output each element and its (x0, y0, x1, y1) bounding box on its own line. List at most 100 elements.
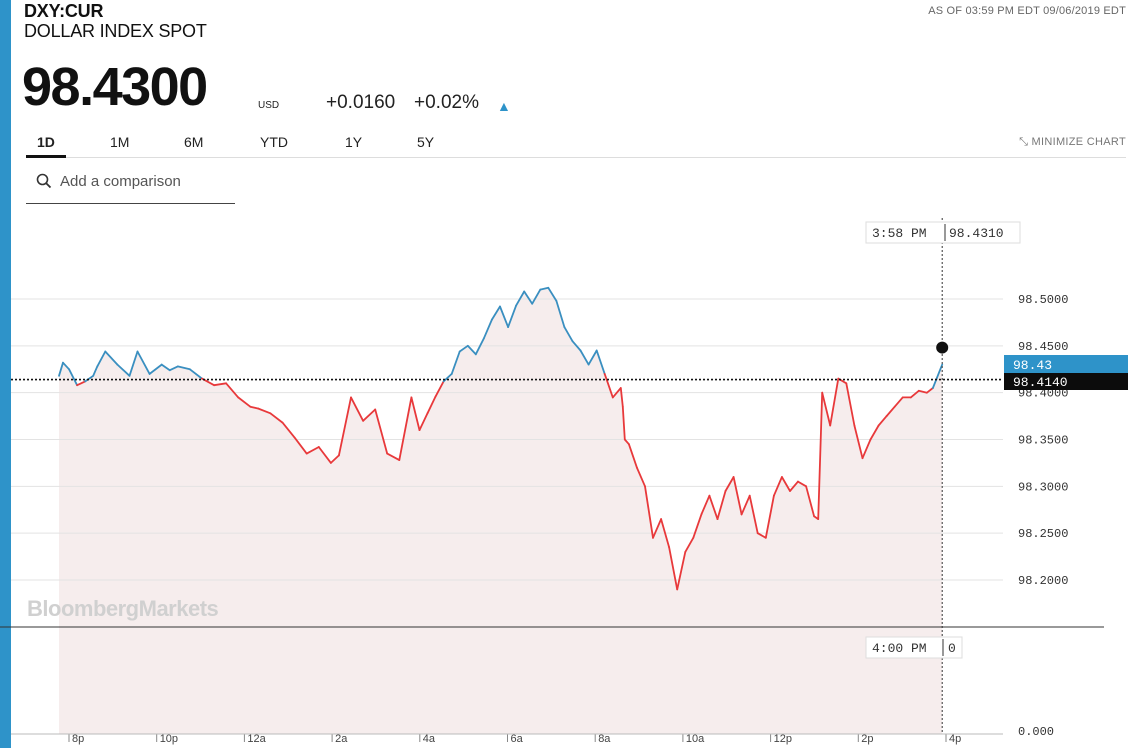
previous-close-flag (1004, 373, 1128, 390)
price-line-segment (595, 349, 606, 375)
search-icon[interactable] (36, 173, 52, 189)
price-line-segment (555, 300, 566, 328)
price-line-segment (374, 408, 389, 455)
price-line-segment (621, 405, 626, 441)
x-tick-label: 8a (598, 733, 611, 745)
tab-1m[interactable]: 1M (110, 134, 130, 150)
price-line-segment (571, 340, 582, 352)
price-line-segment (523, 290, 534, 305)
tab-1y[interactable]: 1Y (345, 134, 363, 150)
price-line-segment (676, 550, 687, 591)
as-of-timestamp: AS OF 03:59 PM EDT 09/06/2019 EDT (928, 5, 1126, 17)
accent-bar (0, 0, 11, 748)
x-tick-label: 12p (774, 733, 792, 745)
x-tick-label: 12a (247, 733, 266, 745)
price-line-segment (623, 438, 630, 446)
price-line-segment (458, 344, 469, 353)
price-line-segment (628, 443, 638, 469)
comparison-input[interactable] (60, 173, 230, 190)
price-line-segment (869, 424, 880, 441)
up-triangle-icon: ▲ (497, 98, 511, 114)
price-line-segment (148, 363, 163, 375)
price-line-segment (305, 446, 320, 455)
y-tick-label: 98.3500 (1018, 434, 1068, 448)
brand-watermark: BloombergMarkets (27, 596, 219, 621)
crosshair-value: 98.4310 (949, 226, 1004, 241)
tab-ytd[interactable]: YTD (260, 134, 288, 150)
price-line-segment (168, 365, 179, 372)
price-line-segment (329, 454, 340, 464)
price-line-segment (764, 494, 775, 539)
price-line-segment (490, 305, 501, 321)
price-line-segment (76, 380, 87, 387)
tab-6m[interactable]: 6M (184, 134, 204, 150)
price-line-segment (644, 485, 654, 539)
chart-area-fill (59, 287, 943, 734)
price-line-segment (652, 518, 662, 539)
price-line-segment (861, 438, 872, 460)
price-line-segment (426, 395, 437, 415)
tabs-divider (26, 157, 1126, 158)
tab-5y[interactable]: 5Y (417, 134, 435, 150)
price-line-segment (692, 513, 703, 539)
price-line-segment (829, 377, 840, 427)
price-line-segment (507, 304, 517, 328)
price-line-segment (136, 350, 151, 375)
price-line-segment (932, 363, 944, 389)
price-line-segment (563, 326, 574, 343)
price-line-segment (104, 350, 119, 366)
y-tick-label: 98.5000 (1018, 293, 1068, 307)
price-line-segment (257, 407, 272, 415)
minimize-chart-label: MINIMIZE CHART (1031, 136, 1126, 148)
price-change-percent: +0.02% (414, 92, 479, 113)
price-line-segment (926, 387, 934, 394)
x-tick-label: 6a (511, 733, 524, 745)
last-value-label: 98.43 (1013, 358, 1052, 373)
price-line-segment (853, 424, 864, 460)
x-tick-label: 4p (949, 733, 961, 745)
price-line-segment (587, 349, 598, 366)
last-price: 98.4300 (22, 57, 208, 117)
x-tick-label: 2p (861, 733, 873, 745)
price-line-segment (885, 405, 896, 418)
price-line-segment (466, 344, 477, 356)
price-line-segment (418, 412, 429, 432)
price-line-segment (893, 396, 904, 408)
price-line-segment (128, 350, 139, 377)
ticker-symbol: DXY:CUR (24, 1, 104, 21)
price-line-segment (684, 536, 695, 553)
x-tick-label: 2a (335, 733, 348, 745)
price-line-segment (708, 494, 719, 521)
last-value-flag (1004, 355, 1128, 374)
active-tab-indicator (26, 155, 66, 158)
price-line-segment (660, 518, 670, 549)
y-zero-label: 0.000 (1018, 725, 1054, 739)
crosshair-marker (936, 341, 949, 354)
price-line-segment (176, 365, 191, 371)
price-line-segment (579, 349, 590, 366)
price-line-segment (636, 466, 646, 488)
price-line-segment (92, 365, 99, 377)
price-line-segment (716, 490, 727, 521)
x-tick-label: 10p (160, 733, 178, 745)
price-line-segment (668, 546, 679, 591)
tab-1d[interactable]: 1D (37, 134, 55, 150)
bottom-readout-box (865, 636, 963, 659)
minimize-chart-button[interactable]: ⤡ MINIMIZE CHART (1019, 136, 1126, 149)
previous-close-label: 98.4140 (1013, 375, 1068, 390)
price-line-segment (909, 389, 920, 399)
bottom-readout-time: 4:00 PM (872, 641, 927, 656)
price-line-segment (539, 286, 550, 291)
currency-label: USD (258, 100, 280, 111)
y-tick-label: 98.3000 (1018, 480, 1068, 494)
price-chart[interactable]: 98.5000 98.4500 98.4000 98.3500 98.3000 98.25… (0, 210, 1136, 748)
price-line-segment (213, 382, 228, 387)
price-line-segment (603, 372, 614, 399)
price-line-segment (96, 350, 107, 368)
price-line-segment (740, 494, 751, 516)
price-line-segment (515, 290, 526, 307)
price-line-segment (845, 382, 856, 427)
price-line-segment (789, 480, 799, 492)
price-line-segment (269, 412, 284, 424)
price-line-segment (474, 337, 485, 356)
